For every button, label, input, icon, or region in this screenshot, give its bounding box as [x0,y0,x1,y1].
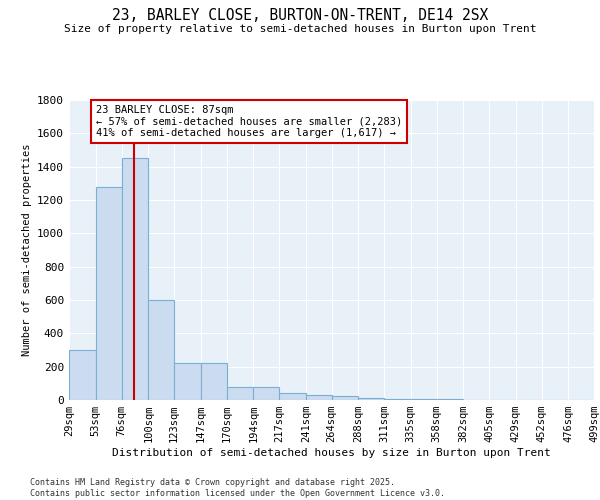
Bar [331,396,358,400]
Bar [358,398,384,400]
Bar [227,386,253,400]
Bar [279,394,306,400]
Bar [122,158,148,400]
Bar [306,395,331,400]
Text: 23, BARLEY CLOSE, BURTON-ON-TRENT, DE14 2SX: 23, BARLEY CLOSE, BURTON-ON-TRENT, DE14 … [112,8,488,22]
Bar [384,398,411,400]
X-axis label: Distribution of semi-detached houses by size in Burton upon Trent: Distribution of semi-detached houses by … [112,448,551,458]
Bar [253,386,279,400]
Text: Contains HM Land Registry data © Crown copyright and database right 2025.
Contai: Contains HM Land Registry data © Crown c… [30,478,445,498]
Text: Size of property relative to semi-detached houses in Burton upon Trent: Size of property relative to semi-detach… [64,24,536,34]
Y-axis label: Number of semi-detached properties: Number of semi-detached properties [22,144,32,356]
Bar [174,362,201,400]
Bar [201,362,227,400]
Bar [96,186,121,400]
Bar [148,300,174,400]
Bar [411,399,437,400]
Bar [69,350,96,400]
Text: 23 BARLEY CLOSE: 87sqm
← 57% of semi-detached houses are smaller (2,283)
41% of : 23 BARLEY CLOSE: 87sqm ← 57% of semi-det… [96,105,402,138]
